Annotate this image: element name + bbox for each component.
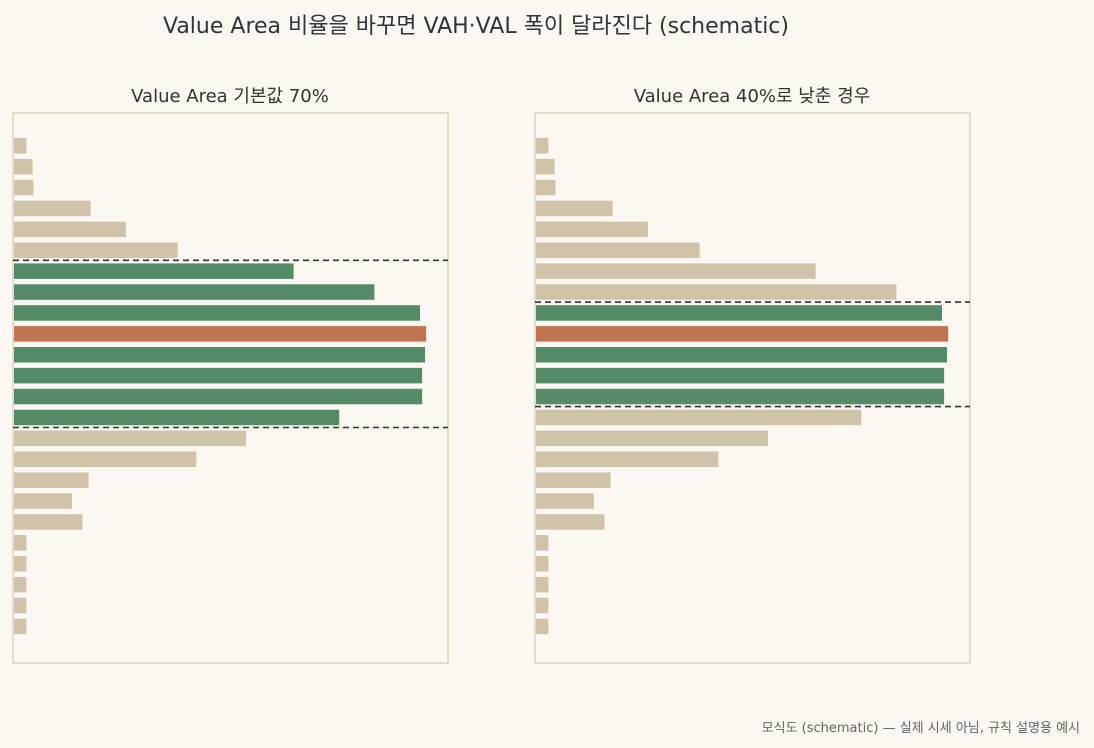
bars-reduced-40: [536, 138, 949, 635]
bar-outside-level-7: [536, 284, 897, 300]
bar-outside-level-2: [14, 179, 34, 196]
bar-outside-level-19: [14, 535, 27, 551]
bar-outside-level-15: [536, 451, 719, 467]
bar-value-area-level-8: [536, 305, 942, 321]
chart-panel-default-70: Value Area 기본값 70%: [12, 86, 449, 664]
figure-title: Value Area 비율을 바꾸면 VAH·VAL 폭이 달라진다 (sche…: [163, 14, 789, 39]
bar-outside-level-14: [14, 430, 246, 447]
bar-value-area-level-10: [536, 347, 947, 363]
bar-outside-level-5: [536, 242, 700, 258]
bar-outside-level-20: [536, 556, 549, 572]
bar-outside-level-5: [14, 242, 178, 258]
bar-outside-level-2: [536, 179, 556, 196]
bar-value-area-level-8: [14, 305, 420, 321]
bar-outside-level-6: [536, 263, 816, 279]
bar-poc-level-9: [536, 326, 949, 342]
bar-outside-level-17: [14, 493, 72, 509]
bar-outside-level-0: [536, 138, 549, 154]
chart-panel-reduced-40: Value Area 40%로 낮춘 경우: [534, 86, 971, 664]
bar-outside-level-18: [536, 514, 605, 530]
bars-default-70: [14, 138, 427, 635]
bar-outside-level-23: [536, 618, 549, 635]
bar-outside-level-0: [14, 138, 27, 154]
bar-outside-level-21: [536, 576, 549, 593]
plot-frame-reduced-40: [534, 112, 971, 664]
bar-outside-level-17: [536, 493, 594, 509]
bar-value-area-level-7: [14, 284, 375, 300]
bar-outside-level-23: [14, 618, 27, 635]
bar-value-area-level-10: [14, 347, 425, 363]
bar-outside-level-22: [536, 597, 549, 614]
bar-value-area-level-12: [14, 388, 423, 405]
bar-outside-level-18: [14, 514, 83, 530]
plot-frame-default-70: [12, 112, 449, 664]
bar-outside-level-19: [536, 535, 549, 551]
bar-outside-level-1: [14, 158, 33, 175]
bar-outside-level-3: [536, 200, 613, 217]
bar-value-area-level-11: [536, 367, 945, 384]
bar-outside-level-21: [14, 576, 27, 593]
bar-outside-level-13: [536, 409, 862, 426]
bar-outside-level-15: [14, 451, 197, 467]
bar-outside-level-16: [14, 472, 89, 488]
bar-outside-level-4: [536, 221, 648, 238]
bar-outside-level-16: [536, 472, 611, 488]
bar-outside-level-20: [14, 556, 27, 572]
bar-outside-level-22: [14, 597, 27, 614]
value-area-lines-reduced-40: [535, 301, 970, 408]
bar-value-area-level-13: [14, 409, 340, 426]
bar-poc-level-9: [14, 326, 427, 342]
bar-value-area-level-12: [536, 388, 945, 405]
bar-value-area-level-11: [14, 367, 423, 384]
bar-outside-level-4: [14, 221, 126, 238]
panel-title-default-70: Value Area 기본값 70%: [131, 86, 329, 107]
bar-value-area-level-6: [14, 263, 294, 279]
value-area-lines-default-70: [13, 259, 448, 429]
footnote: 모식도 (schematic) — 실제 시세 아님, 규칙 설명용 예시: [762, 721, 1080, 736]
bar-outside-level-14: [536, 430, 768, 447]
bar-outside-level-3: [14, 200, 91, 217]
bar-outside-level-1: [536, 158, 555, 175]
panel-title-reduced-40: Value Area 40%로 낮춘 경우: [634, 86, 871, 107]
